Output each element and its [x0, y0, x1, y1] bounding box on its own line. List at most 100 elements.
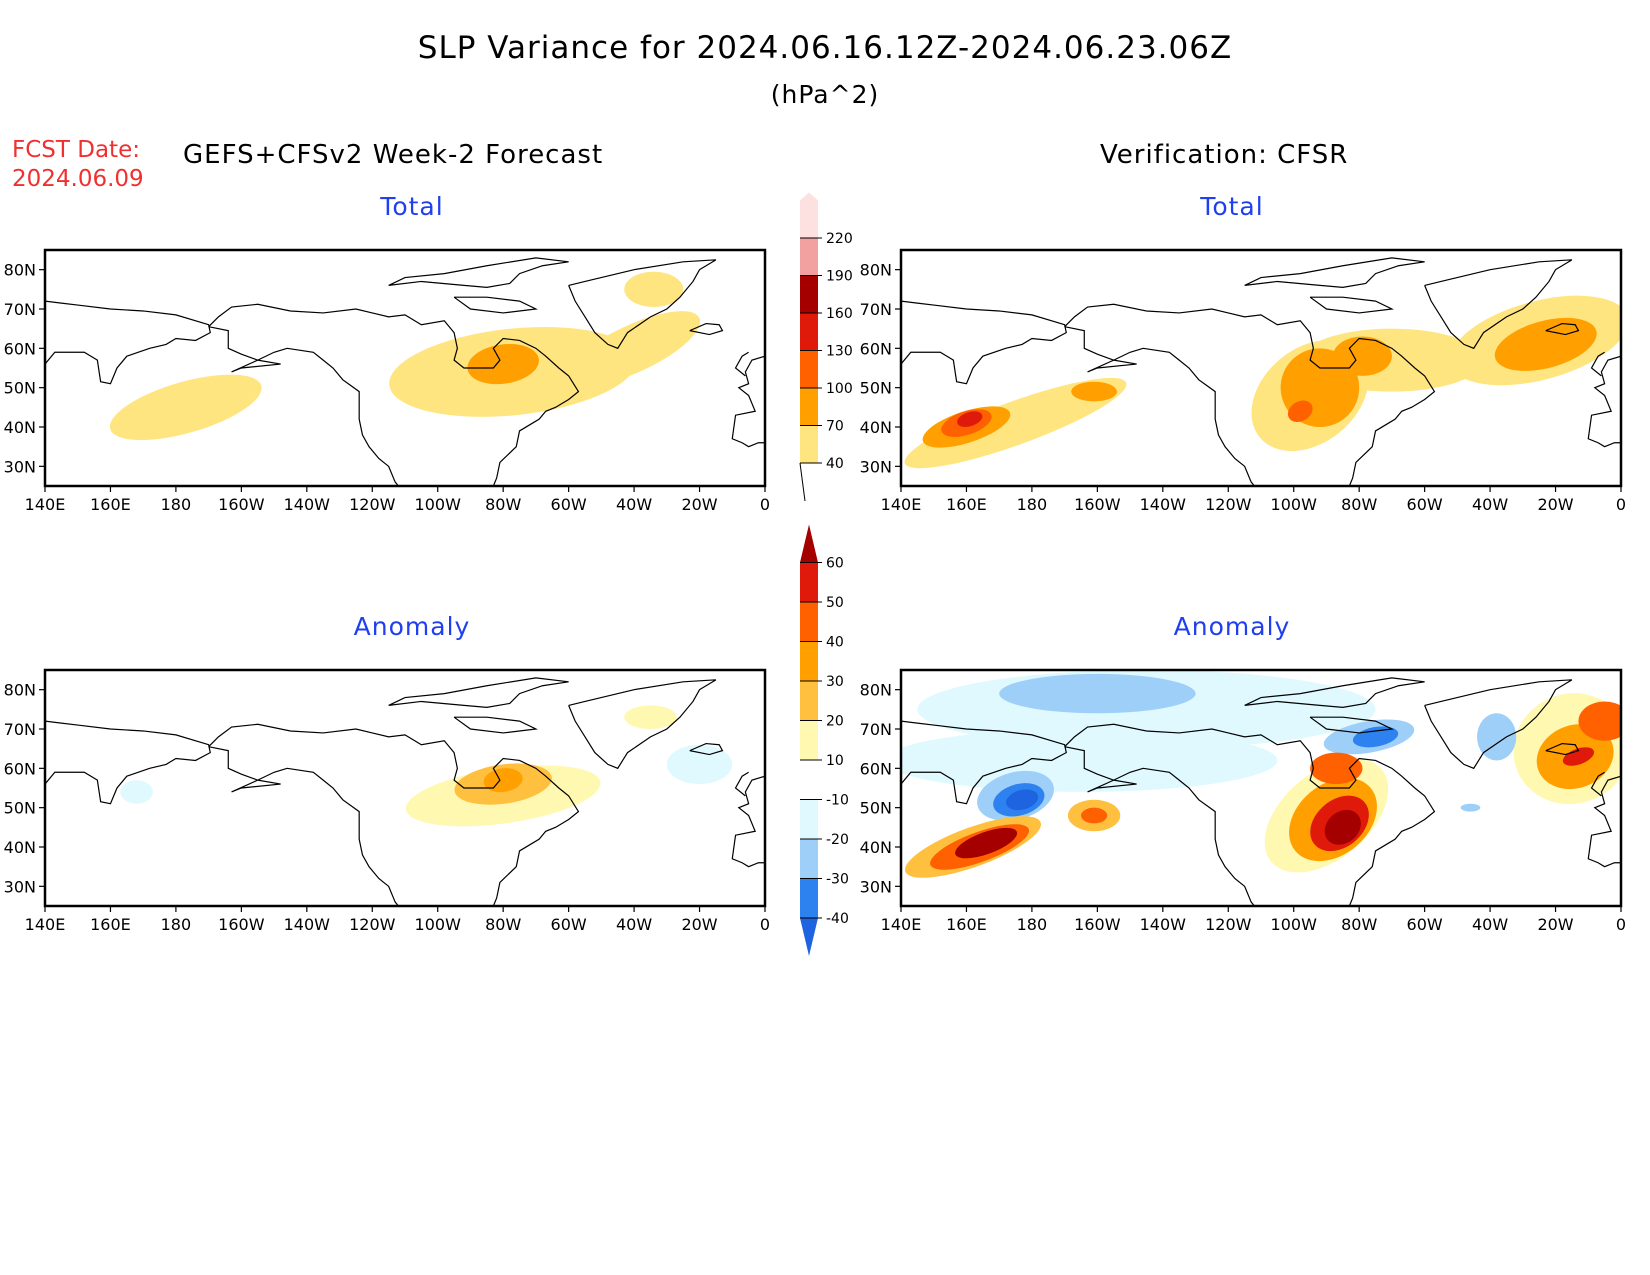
- x-tick-label: 0: [1616, 495, 1626, 514]
- colorbar-segment: [800, 388, 818, 426]
- x-tick-label: 160W: [1074, 915, 1121, 934]
- colorbar-label: 130: [826, 344, 853, 360]
- y-tick-label: 60N: [860, 339, 892, 358]
- x-tick-label: 60W: [1407, 495, 1443, 514]
- y-tick-label: 40N: [860, 418, 892, 437]
- contour-region: [1578, 701, 1621, 741]
- y-tick-label: 80N: [4, 261, 36, 280]
- x-tick-label: 120W: [349, 495, 396, 514]
- x-tick-label: 160W: [218, 915, 265, 934]
- colorbar-arrow-top: [800, 524, 818, 563]
- contour-region: [467, 343, 539, 385]
- x-tick-label: 140E: [881, 915, 922, 934]
- contour-fill-layer: [109, 271, 701, 441]
- colorbar-label: -20: [826, 832, 849, 848]
- contour-region: [624, 705, 677, 729]
- contour-region: [120, 780, 153, 804]
- colorbar-label: 50: [826, 595, 844, 611]
- x-tick-label: 100W: [415, 495, 462, 514]
- colorbar-segment: [800, 350, 818, 388]
- coastline: [734, 771, 749, 797]
- colorbar-segment: [800, 799, 818, 839]
- coastline: [453, 716, 539, 734]
- contour-region: [1460, 803, 1481, 812]
- contour-region: [901, 729, 1278, 792]
- main-title: SLP Variance for 2024.06.16.12Z-2024.06.…: [417, 30, 1233, 66]
- contour-fill-layer: [904, 295, 1621, 469]
- y-tick-label: 70N: [860, 720, 892, 739]
- x-tick-label: 20W: [1537, 915, 1573, 934]
- y-tick-label: 60N: [4, 339, 36, 358]
- y-tick-label: 60N: [4, 759, 36, 778]
- colorbar-label: 40: [826, 456, 844, 472]
- forecast-total-map: 140E 160E 180 160W 140W 120W 100W 80W 60W 40W 20W 0…: [4, 248, 770, 514]
- coastline: [689, 322, 724, 336]
- coastline: [1545, 742, 1580, 756]
- x-tick-label: 160W: [1074, 495, 1121, 514]
- coastline: [1064, 723, 1436, 906]
- coastline: [731, 355, 765, 448]
- contour-region: [1310, 752, 1363, 785]
- fcst-date-value: 2024.06.09: [12, 166, 144, 192]
- coastlines: [45, 257, 765, 486]
- colorbar-label: -10: [826, 793, 849, 809]
- forecast-anomaly-map: 140E 160E 180 160W 140W 120W 100W 80W 60W 40W 20W 0…: [4, 668, 770, 934]
- verification-anomaly-subtitle: Anomaly: [1173, 612, 1291, 641]
- coastline: [45, 300, 211, 385]
- contour-region: [1562, 747, 1595, 766]
- contour-region: [999, 673, 1196, 714]
- y-tick-label: 80N: [860, 681, 892, 700]
- coastline: [568, 259, 717, 350]
- colorbar-segment: [800, 275, 818, 313]
- contour-region: [483, 768, 523, 793]
- contour-region: [955, 827, 1018, 859]
- colorbar-label: 190: [826, 269, 853, 285]
- colorbar-arrow-top: [800, 192, 818, 238]
- x-tick-label: 160E: [946, 495, 987, 514]
- coastline: [689, 742, 724, 756]
- colorbar-segment: [800, 878, 818, 918]
- coastline: [1587, 775, 1621, 868]
- coastlines: [901, 257, 1621, 486]
- colorbar-label: 10: [826, 753, 844, 769]
- colorbar-label: 20: [826, 714, 844, 730]
- colorbar-label: 160: [826, 306, 853, 322]
- fcst-date-label: FCST Date:: [12, 137, 140, 163]
- colorbar-label: 40: [826, 635, 844, 651]
- x-tick-label: 60W: [551, 915, 587, 934]
- verification-header: Verification: CFSR: [1100, 140, 1349, 170]
- coastline: [568, 679, 717, 770]
- contour-region: [1352, 726, 1399, 748]
- x-tick-label: 0: [760, 915, 770, 934]
- x-tick-label: 20W: [681, 495, 717, 514]
- coastline: [1309, 296, 1395, 314]
- y-tick-label: 50N: [4, 379, 36, 398]
- map-frame: [899, 248, 1623, 488]
- x-tick-label: 100W: [1271, 915, 1318, 934]
- contour-region: [904, 377, 1127, 469]
- y-tick-label: 40N: [860, 838, 892, 857]
- y-tick-label: 30N: [4, 457, 36, 476]
- contour-region: [1006, 789, 1039, 811]
- x-tick-label: 0: [760, 495, 770, 514]
- y-tick-label: 60N: [860, 759, 892, 778]
- coastline: [208, 746, 399, 906]
- x-tick-label: 140E: [25, 495, 66, 514]
- coastline: [1244, 257, 1425, 288]
- forecast-total-subtitle: Total: [380, 192, 444, 221]
- y-tick-label: 30N: [860, 877, 892, 896]
- verification-total-subtitle: Total: [1200, 192, 1264, 221]
- coastline: [208, 303, 580, 486]
- colorbar-segment: [800, 425, 818, 463]
- x-tick-label: 20W: [1537, 495, 1573, 514]
- verification-anomaly-map: 140E 160E 180 160W 140W 120W 100W 80W 60W 40W 20W 0…: [860, 668, 1626, 934]
- contour-region: [1071, 381, 1117, 402]
- x-tick-label: 160W: [218, 495, 265, 514]
- x-tick-label: 120W: [349, 915, 396, 934]
- y-tick-label: 50N: [4, 799, 36, 818]
- units-label: (hPa^2): [770, 80, 880, 109]
- coastline: [1064, 326, 1255, 486]
- x-tick-label: 140E: [881, 495, 922, 514]
- x-tick-label: 120W: [1205, 495, 1252, 514]
- coastline: [388, 677, 569, 708]
